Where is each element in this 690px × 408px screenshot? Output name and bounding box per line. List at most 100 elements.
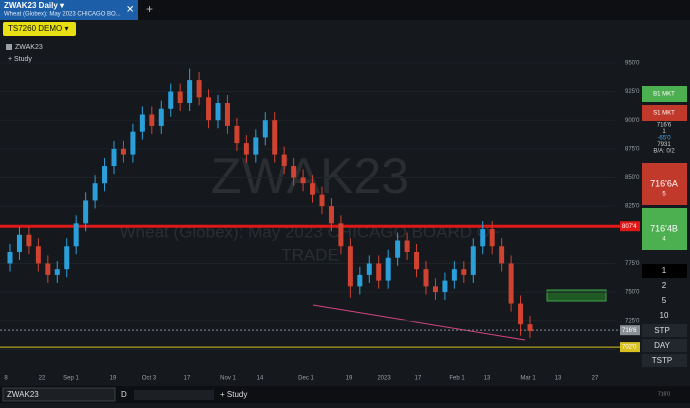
candle-body bbox=[224, 103, 230, 126]
sell-button[interactable] bbox=[642, 105, 687, 121]
candle-body bbox=[243, 143, 249, 155]
candle-body bbox=[35, 246, 41, 264]
order-zone bbox=[546, 289, 607, 302]
candle-body bbox=[253, 137, 259, 155]
candle-body bbox=[527, 324, 533, 332]
qty-option: 10 bbox=[660, 311, 669, 320]
bid-size: 4 bbox=[662, 237, 666, 243]
candle-body bbox=[319, 194, 325, 207]
candle-body bbox=[92, 183, 98, 201]
account-label: TS7260 DEMO ▾ bbox=[8, 24, 68, 33]
candle-body bbox=[300, 177, 306, 184]
toolbar-study[interactable]: + Study bbox=[220, 390, 247, 399]
candle-body bbox=[328, 206, 334, 224]
price-level-tag bbox=[620, 342, 640, 353]
qty-selected[interactable] bbox=[642, 264, 687, 278]
candle-body bbox=[470, 246, 476, 275]
close-icon[interactable]: ✕ bbox=[126, 5, 134, 16]
candle-body bbox=[73, 223, 79, 247]
candle-body bbox=[508, 263, 514, 304]
y-tick-label: 775'0 bbox=[625, 261, 640, 267]
x-tick-label: 8 bbox=[4, 376, 8, 382]
candle-body bbox=[376, 263, 382, 281]
candle-body bbox=[26, 234, 32, 247]
price-level-label: 807'4 bbox=[622, 224, 637, 230]
y-tick-label: 900'0 bbox=[625, 118, 640, 124]
x-tick-label: 17 bbox=[415, 376, 422, 382]
bid-box[interactable] bbox=[642, 208, 687, 250]
candle-body bbox=[451, 269, 457, 281]
candle-body bbox=[480, 229, 486, 247]
order-type-button[interactable] bbox=[642, 339, 687, 352]
watermark-desc: TRADE bbox=[281, 245, 339, 264]
candle-body bbox=[7, 251, 13, 264]
x-tick-label: Feb 1 bbox=[449, 376, 465, 382]
candle-body bbox=[130, 131, 136, 155]
add-tab[interactable]: + bbox=[146, 2, 153, 16]
trend-line bbox=[312, 304, 526, 341]
candle-body bbox=[262, 120, 268, 138]
tab-title: ZWAK23 Daily ▾ bbox=[4, 1, 65, 10]
qty-option: 5 bbox=[662, 296, 667, 305]
price-level-label: 716'6 bbox=[622, 328, 637, 334]
candle-body bbox=[414, 251, 420, 270]
candle-body bbox=[102, 166, 108, 184]
candle-body bbox=[291, 166, 297, 178]
account-button[interactable] bbox=[3, 22, 76, 36]
toolbar-icons[interactable] bbox=[134, 390, 214, 400]
x-tick-label: 19 bbox=[346, 376, 353, 382]
order-type-button[interactable] bbox=[642, 324, 687, 337]
x-tick-label: 13 bbox=[484, 376, 491, 382]
candle-body bbox=[404, 240, 410, 252]
candle-body bbox=[499, 246, 505, 264]
candle-body bbox=[187, 80, 193, 104]
candle-body bbox=[64, 246, 70, 270]
x-tick-label: Oct 3 bbox=[142, 376, 157, 382]
candle-body bbox=[177, 91, 183, 104]
info-pos: 1 bbox=[662, 129, 666, 135]
add-study[interactable]: + Study bbox=[8, 56, 32, 63]
candle-body bbox=[111, 148, 117, 167]
info-ba: B/A: 0/2 bbox=[653, 149, 675, 155]
buy-button[interactable] bbox=[642, 86, 687, 102]
order-type: DAY bbox=[654, 341, 671, 350]
x-tick-label: 17 bbox=[184, 376, 191, 382]
tab-subtitle: Wheat (Globex): May 2023 CHICAGO BO... bbox=[4, 12, 121, 18]
legend-symbol: ZWAK23 bbox=[15, 44, 43, 51]
tab[interactable] bbox=[0, 0, 138, 20]
candle-body bbox=[423, 269, 429, 287]
info-last: 716'6 bbox=[657, 123, 672, 129]
legend-swatch bbox=[6, 44, 12, 50]
candle-body bbox=[338, 223, 344, 247]
x-tick-label: Mar 1 bbox=[520, 376, 536, 382]
candle-body bbox=[16, 234, 22, 252]
candle-body bbox=[120, 148, 126, 155]
price-level-tag bbox=[620, 221, 640, 232]
ask-size: 5 bbox=[662, 192, 666, 198]
x-tick-label: Nov 1 bbox=[220, 376, 236, 382]
qty-option: 1 bbox=[662, 266, 667, 275]
candle-body bbox=[149, 114, 155, 126]
x-tick-label: 27 bbox=[592, 376, 599, 382]
y-tick-label: 950'0 bbox=[625, 60, 640, 66]
interval[interactable]: D bbox=[121, 390, 127, 399]
x-tick-label: 19 bbox=[110, 376, 117, 382]
candle-body bbox=[357, 274, 363, 287]
symbol-text: ZWAK23 bbox=[7, 390, 39, 399]
symbol-input[interactable] bbox=[2, 387, 116, 402]
y-tick-label: 875'0 bbox=[625, 146, 640, 152]
candle-body bbox=[281, 154, 287, 167]
y-tick-label: 850'0 bbox=[625, 175, 640, 181]
candle-body bbox=[461, 269, 467, 275]
candle-body bbox=[168, 91, 174, 109]
candle-body bbox=[206, 97, 212, 121]
x-tick-label: Sep 1 bbox=[63, 376, 79, 382]
candle-body bbox=[385, 257, 391, 281]
candle-body bbox=[366, 263, 372, 275]
x-tick-label: 13 bbox=[555, 376, 562, 382]
candle-body bbox=[234, 125, 240, 144]
candle-body bbox=[272, 120, 278, 155]
ask-box[interactable] bbox=[642, 163, 687, 205]
order-type-button[interactable] bbox=[642, 354, 687, 367]
